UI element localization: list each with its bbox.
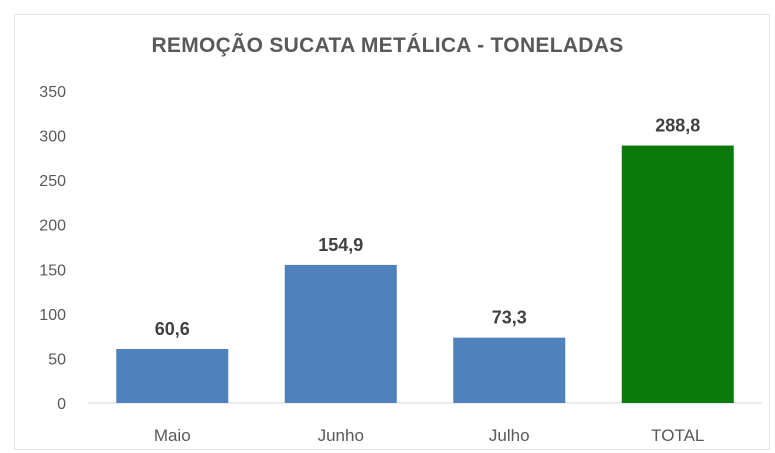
chart-title: REMOÇÃO SUCATA METÁLICA - TONELADAS (151, 34, 624, 57)
y-tick-label: 300 (39, 129, 66, 146)
y-tick-label: 50 (48, 351, 66, 368)
data-label-julho: 73,3 (492, 308, 527, 328)
category-labels-group: Maio Junho Julho TOTAL (154, 426, 705, 445)
data-label-total: 288,8 (655, 116, 700, 136)
bar-julho (453, 337, 566, 403)
y-tick-label: 200 (39, 218, 66, 235)
category-label-total: TOTAL (651, 426, 704, 445)
y-tick-label: 250 (39, 173, 66, 190)
bar-junho (284, 264, 397, 403)
bar-maio (116, 348, 229, 403)
y-tick-label: 150 (39, 262, 66, 279)
y-axis-ticks: 0 50 100 150 200 250 300 350 (39, 84, 66, 413)
data-labels-group: 60,6 154,9 73,3 288,8 (155, 116, 701, 339)
y-tick-label: 100 (39, 307, 66, 324)
bars-group (116, 145, 734, 404)
category-label-maio: Maio (154, 426, 191, 445)
data-label-maio: 60,6 (155, 319, 190, 339)
data-label-junho: 154,9 (318, 235, 363, 255)
y-tick-label: 0 (57, 396, 66, 413)
y-tick-label: 350 (39, 84, 66, 101)
bar-total (621, 145, 734, 404)
category-label-junho: Junho (318, 426, 364, 445)
category-label-julho: Julho (489, 426, 530, 445)
